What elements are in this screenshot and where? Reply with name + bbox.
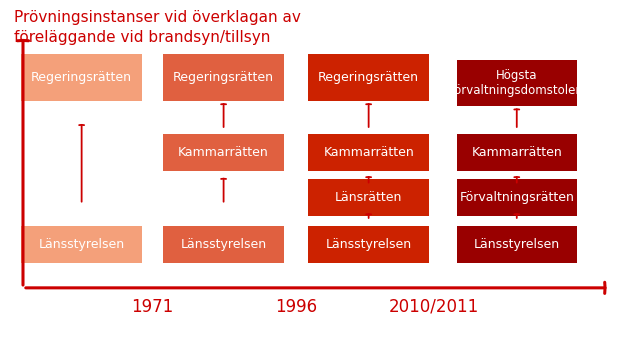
Text: Länsrätten: Länsrätten (335, 191, 402, 204)
FancyBboxPatch shape (309, 134, 429, 171)
FancyBboxPatch shape (309, 226, 429, 262)
FancyBboxPatch shape (22, 226, 142, 262)
Text: 1971: 1971 (131, 298, 174, 316)
FancyBboxPatch shape (309, 179, 429, 216)
Text: Länsstyrelsen: Länsstyrelsen (326, 238, 412, 251)
FancyBboxPatch shape (164, 54, 284, 101)
Text: Kammarrätten: Kammarrätten (178, 146, 269, 159)
Text: Regeringsrätten: Regeringsrätten (318, 71, 419, 84)
Text: Länsstyrelsen: Länsstyrelsen (474, 238, 560, 251)
Text: 1996: 1996 (275, 298, 317, 316)
Text: Kammarrätten: Kammarrätten (323, 146, 414, 159)
FancyBboxPatch shape (22, 54, 142, 101)
Text: Länsstyrelsen: Länsstyrelsen (38, 238, 125, 251)
Text: Länsstyrelsen: Länsstyrelsen (180, 238, 267, 251)
FancyBboxPatch shape (456, 226, 577, 262)
Text: Högsta
förvaltningsdomstolen: Högsta förvaltningsdomstolen (450, 69, 583, 97)
Text: Förvaltningsrätten: Förvaltningsrätten (459, 191, 574, 204)
Text: Regeringsrätten: Regeringsrätten (173, 71, 274, 84)
FancyBboxPatch shape (456, 60, 577, 106)
FancyBboxPatch shape (456, 134, 577, 171)
Text: Regeringsrätten: Regeringsrätten (31, 71, 132, 84)
FancyBboxPatch shape (456, 179, 577, 216)
Text: Kammarrätten: Kammarrätten (471, 146, 562, 159)
FancyBboxPatch shape (309, 54, 429, 101)
Text: Prövningsinstanser vid överklagan av
föreläggande vid brandsyn/tillsyn: Prövningsinstanser vid överklagan av för… (14, 10, 301, 45)
FancyBboxPatch shape (164, 226, 284, 262)
FancyBboxPatch shape (164, 134, 284, 171)
Text: 2010/2011: 2010/2011 (388, 298, 479, 316)
